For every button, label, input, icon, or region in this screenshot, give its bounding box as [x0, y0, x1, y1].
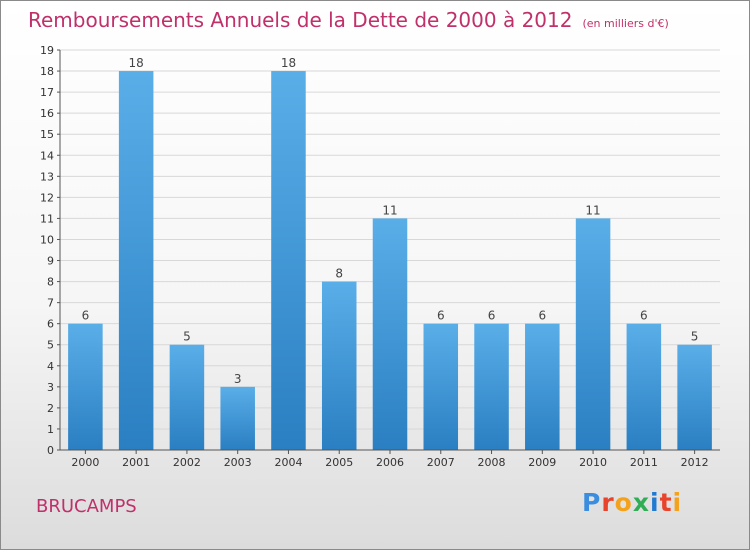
logo-letter: i [672, 488, 683, 517]
chart-title: Remboursements Annuels de la Dette de 20… [28, 8, 669, 32]
bar-2010 [575, 218, 611, 450]
y-tick-label-6: 6 [47, 318, 54, 331]
y-tick-label-13: 13 [40, 170, 54, 183]
y-tick-label-1: 1 [47, 423, 54, 436]
bar-2009 [525, 323, 560, 450]
y-tick-label-4: 4 [47, 360, 54, 373]
y-tick-label-3: 3 [47, 381, 54, 394]
data-label-2008: 6 [488, 309, 496, 323]
bar-2001 [118, 71, 154, 450]
data-label-2003: 3 [234, 372, 242, 386]
data-label-2001: 18 [129, 56, 144, 70]
x-tick-label-2010: 2010 [579, 456, 607, 469]
y-tick-label-0: 0 [47, 444, 54, 457]
data-label-2004: 18 [281, 56, 296, 70]
commune-name: BRUCAMPS [36, 496, 137, 517]
y-tick-label-2: 2 [47, 402, 54, 415]
x-tick-label-2003: 2003 [224, 456, 252, 469]
logo-letter: o [614, 488, 633, 517]
x-tick-label-2000: 2000 [71, 456, 99, 469]
x-tick-label-2005: 2005 [325, 456, 353, 469]
logo-letter: x [632, 488, 650, 517]
y-tick-label-10: 10 [40, 233, 54, 246]
proxiti-logo: Proxiti [582, 488, 682, 517]
data-label-2006: 11 [382, 203, 397, 217]
y-tick-label-15: 15 [40, 128, 54, 141]
bar-2000 [68, 323, 103, 450]
bar-2008 [474, 323, 509, 450]
chart-unit: (en milliers d'€) [582, 17, 669, 30]
bar-2006 [372, 218, 408, 450]
y-tick-label-7: 7 [47, 297, 54, 310]
y-tick-label-12: 12 [40, 191, 54, 204]
y-tick-label-19: 19 [40, 44, 54, 57]
data-label-2009: 6 [538, 309, 546, 323]
x-tick-label-2001: 2001 [122, 456, 150, 469]
bar-2004 [271, 71, 306, 450]
x-tick-label-2007: 2007 [427, 456, 455, 469]
data-label-2000: 6 [82, 309, 90, 323]
x-tick-label-2004: 2004 [274, 456, 302, 469]
data-label-2010: 11 [585, 203, 600, 217]
bar-2012 [677, 344, 712, 450]
y-tick-label-14: 14 [40, 149, 54, 162]
bar-2003 [220, 386, 255, 450]
data-label-2012: 5 [691, 330, 699, 344]
y-tick-label-16: 16 [40, 107, 54, 120]
logo-letter: P [582, 488, 602, 517]
bars: 6 18 5 3 18 8 11 6 6 6 11 6 5 [68, 56, 712, 450]
bar-2007 [423, 323, 459, 450]
logo-letter: i [650, 488, 660, 517]
y-tick-label-17: 17 [40, 86, 54, 99]
x-tick-label-2012: 2012 [681, 456, 709, 469]
data-label-2002: 5 [183, 330, 191, 344]
data-label-2005: 8 [335, 267, 343, 281]
x-tick-label-2002: 2002 [173, 456, 201, 469]
x-tick-label-2006: 2006 [376, 456, 404, 469]
x-tick-label-2008: 2008 [478, 456, 506, 469]
logo-letter: r [601, 488, 615, 517]
bar-2011 [626, 323, 662, 450]
y-tick-label-18: 18 [40, 65, 54, 78]
data-label-2007: 6 [437, 309, 445, 323]
y-tick-label-9: 9 [47, 255, 54, 268]
logo-letter: t [659, 488, 673, 517]
y-tick-label-8: 8 [47, 276, 54, 289]
data-label-2011: 6 [640, 309, 648, 323]
y-tick-label-11: 11 [40, 212, 54, 225]
chart-title-text: Remboursements Annuels de la Dette de 20… [28, 8, 573, 32]
x-tick-label-2009: 2009 [528, 456, 556, 469]
y-tick-label-5: 5 [47, 339, 54, 352]
x-tick-label-2011: 2011 [630, 456, 658, 469]
bar-2002 [169, 344, 205, 450]
bar-2005 [321, 281, 357, 450]
